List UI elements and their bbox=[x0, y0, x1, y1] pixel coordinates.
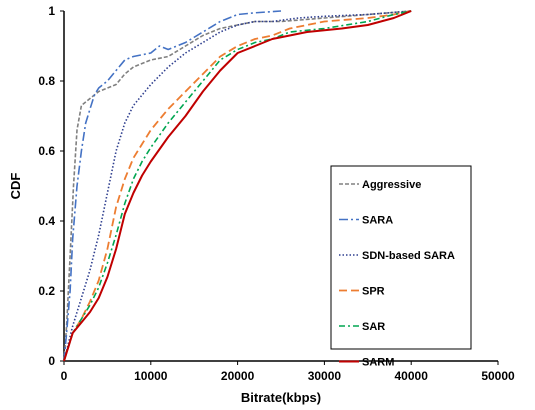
chart-axes: 0 10000 20000 30000 40000 50000 0 0.2 0.4 0.6 0.8 1 bbox=[38, 4, 515, 383]
chart-series-layer bbox=[63, 10, 412, 362]
y-tick-label: 0.4 bbox=[38, 214, 55, 228]
x-tick-label: 50000 bbox=[481, 369, 515, 383]
y-tick-label: 0 bbox=[48, 354, 55, 368]
series-line-sarm bbox=[63, 10, 412, 362]
legend-box bbox=[330, 165, 472, 350]
x-tick-label: 10000 bbox=[134, 369, 168, 383]
x-tick-label: 40000 bbox=[395, 369, 429, 383]
y-tick-label: 0.8 bbox=[38, 74, 55, 88]
series-line-sdn-based-sara bbox=[63, 10, 412, 362]
x-tick-label: 0 bbox=[61, 369, 68, 383]
chart-legend: Aggressive SARA SDN-based SARA SPR SAR SARM bbox=[330, 165, 472, 369]
legend-label-sarm: SARM bbox=[362, 357, 394, 369]
series-line-sara bbox=[63, 10, 282, 362]
legend-label-sara: SARA bbox=[362, 215, 393, 227]
legend-label-aggressive: Aggressive bbox=[362, 179, 421, 191]
y-tick-label: 0.6 bbox=[38, 144, 55, 158]
y-axis-title: CDF bbox=[8, 173, 23, 200]
y-tick-label: 0.2 bbox=[38, 284, 55, 298]
legend-label-spr: SPR bbox=[362, 286, 385, 298]
series-line-aggressive bbox=[63, 10, 412, 362]
series-line-spr bbox=[63, 10, 412, 362]
x-axis-title: Bitrate(kbps) bbox=[241, 390, 321, 405]
y-tick-label: 1 bbox=[48, 4, 55, 18]
legend-label-sdn-based-sara: SDN-based SARA bbox=[362, 250, 455, 262]
legend-label-sar: SAR bbox=[362, 321, 385, 333]
x-tick-label: 30000 bbox=[308, 369, 342, 383]
x-tick-label: 20000 bbox=[221, 369, 255, 383]
series-line-sar bbox=[63, 10, 412, 362]
